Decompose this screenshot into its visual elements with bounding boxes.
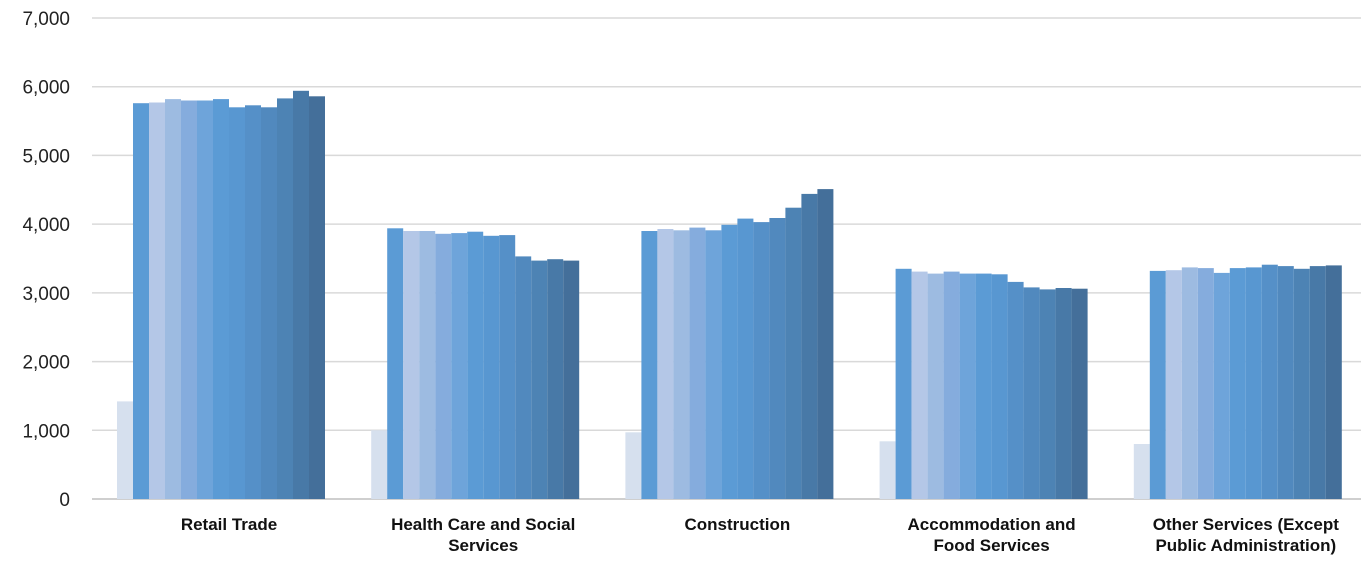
bar bbox=[229, 107, 245, 500]
bar bbox=[943, 271, 960, 499]
bar bbox=[435, 233, 452, 500]
bar bbox=[309, 96, 325, 500]
bar bbox=[245, 105, 261, 500]
bar bbox=[1181, 267, 1198, 499]
bar bbox=[991, 274, 1008, 499]
y-tick-label: 5,000 bbox=[22, 146, 70, 167]
y-tick-label: 7,000 bbox=[22, 9, 70, 30]
bar bbox=[1023, 287, 1040, 499]
bar bbox=[1165, 270, 1182, 499]
bar bbox=[1213, 272, 1230, 499]
bar bbox=[1309, 266, 1326, 499]
bar bbox=[277, 98, 293, 500]
x-tick-label: Other Services (Except Public Administrat… bbox=[1153, 515, 1339, 555]
bar bbox=[467, 231, 484, 499]
bar bbox=[133, 103, 149, 499]
x-tick-label: Retail Trade bbox=[181, 515, 277, 534]
bar bbox=[673, 230, 690, 500]
bar bbox=[165, 99, 181, 499]
bar bbox=[197, 100, 213, 499]
bar bbox=[261, 107, 277, 500]
bar bbox=[657, 229, 674, 499]
bar bbox=[1133, 444, 1150, 499]
bar bbox=[705, 230, 722, 500]
bar bbox=[149, 102, 165, 499]
bar bbox=[975, 273, 992, 499]
bar bbox=[1293, 268, 1310, 499]
bar bbox=[483, 235, 500, 500]
bar bbox=[499, 235, 516, 499]
bar bbox=[403, 231, 420, 499]
y-tick-label: 4,000 bbox=[22, 215, 70, 236]
bar bbox=[563, 260, 580, 499]
bar bbox=[1071, 288, 1088, 499]
bar bbox=[531, 260, 548, 499]
bar bbox=[1277, 266, 1294, 499]
bar bbox=[117, 401, 133, 499]
bar bbox=[959, 273, 976, 499]
bar bbox=[213, 99, 229, 499]
bar bbox=[451, 233, 468, 499]
bar bbox=[1325, 265, 1342, 499]
bar bbox=[547, 259, 564, 499]
bar bbox=[911, 271, 928, 499]
bar bbox=[371, 430, 388, 499]
y-tick-label: 3,000 bbox=[22, 284, 70, 305]
y-axis: 0 1,000 2,000 3,000 4,000 5,000 6,000 7,000 bbox=[22, 9, 70, 511]
y-tick-label: 6,000 bbox=[22, 78, 70, 99]
category-group bbox=[117, 90, 325, 500]
bar bbox=[1039, 289, 1056, 499]
bar bbox=[641, 231, 658, 499]
bar bbox=[1229, 268, 1246, 499]
bar bbox=[927, 273, 944, 499]
x-axis: Retail Trade Health Care and Social Servic… bbox=[181, 515, 1339, 555]
category-group bbox=[1133, 264, 1342, 499]
bar bbox=[625, 432, 642, 499]
bar bbox=[1245, 267, 1262, 499]
y-tick-label: 2,000 bbox=[22, 353, 70, 374]
x-tick-label: Accommodation and Food Services bbox=[908, 515, 1076, 555]
bar bbox=[387, 228, 404, 500]
bar bbox=[1197, 268, 1214, 499]
bar bbox=[515, 256, 532, 499]
y-tick-label: 1,000 bbox=[22, 421, 70, 442]
bar bbox=[1007, 281, 1024, 499]
y-tick-label: 0 bbox=[59, 490, 70, 511]
bar bbox=[753, 222, 770, 499]
bar bbox=[1055, 288, 1072, 499]
category-group bbox=[371, 228, 580, 500]
bar bbox=[1149, 270, 1166, 499]
bar bbox=[801, 193, 818, 499]
bar bbox=[181, 100, 197, 499]
bar bbox=[1261, 264, 1278, 499]
x-tick-label: Health Care and Social Services bbox=[391, 515, 575, 555]
bar bbox=[895, 268, 912, 499]
bar bbox=[737, 218, 754, 499]
category-group bbox=[879, 268, 1088, 499]
bar bbox=[817, 189, 834, 499]
bar bbox=[879, 441, 896, 499]
bar bbox=[769, 218, 786, 499]
bars bbox=[117, 90, 1342, 500]
x-tick-label: Construction bbox=[685, 515, 791, 534]
bar bbox=[689, 227, 706, 499]
bar bbox=[419, 231, 436, 499]
bar bbox=[721, 224, 738, 500]
bar bbox=[293, 90, 309, 500]
category-group bbox=[625, 189, 834, 500]
bar bbox=[785, 207, 802, 499]
